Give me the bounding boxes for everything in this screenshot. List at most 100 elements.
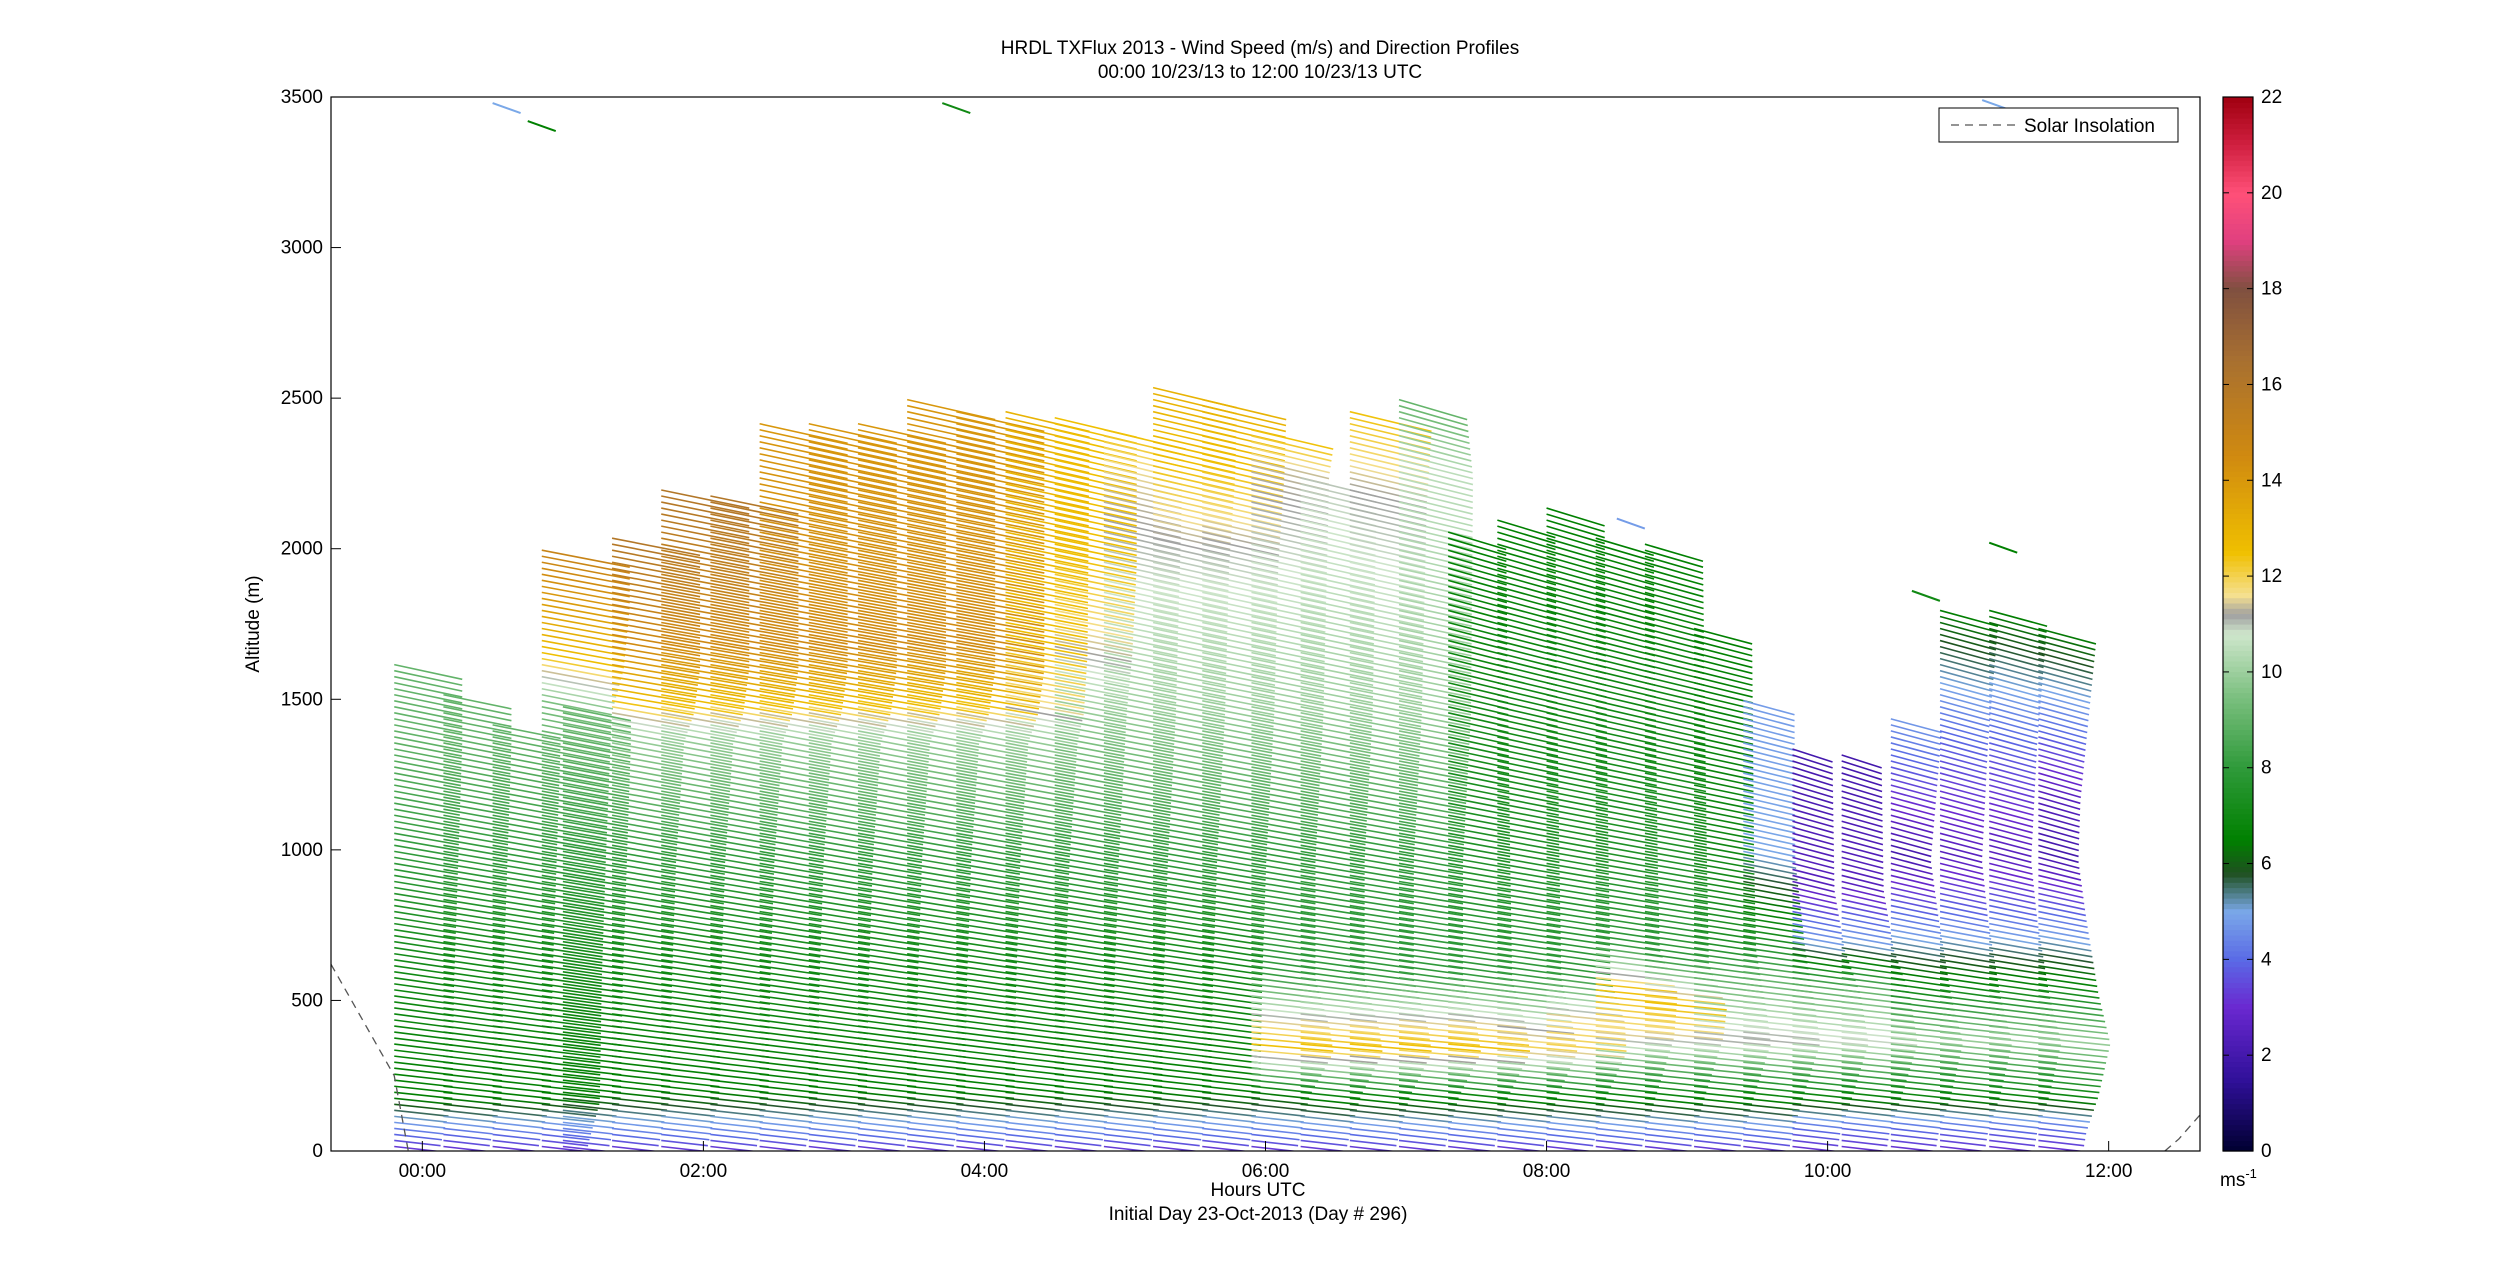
wind-barb: [1693, 700, 1753, 716]
wind-barb: [1300, 1043, 1383, 1053]
wind-barb: [1988, 724, 2038, 740]
wind-barb: [661, 820, 728, 834]
wind-barb: [1497, 1115, 1551, 1123]
wind-barb: [759, 428, 848, 450]
wind-barb: [443, 952, 505, 964]
wind-barb: [1398, 681, 1472, 698]
wind-barb: [1152, 525, 1231, 545]
wind-barb: [1103, 802, 1171, 816]
colorbar-segment: [2223, 834, 2253, 841]
wind-barb: [1054, 952, 1116, 964]
wind-barb: [956, 1139, 1004, 1147]
wind-barb: [1251, 441, 1332, 462]
wind-barb: [394, 971, 455, 982]
wind-barb: [1497, 1043, 1578, 1053]
wind-barb: [1251, 886, 1316, 899]
wind-barb: [1251, 796, 1319, 810]
colorbar-segment: [2223, 966, 2253, 973]
wind-barb: [394, 898, 457, 911]
wind-barb: [541, 748, 610, 763]
wind-barb: [759, 1031, 819, 1041]
wind-barb: [1202, 1061, 1261, 1070]
wind-barb: [1005, 742, 1077, 757]
wind-barb: [1595, 977, 1675, 988]
wind-barb: [1349, 549, 1426, 568]
wind-barb: [541, 766, 610, 781]
wind-barb: [759, 447, 848, 468]
colorbar-segment: [2223, 629, 2253, 636]
wind-barb: [710, 681, 795, 698]
wind-barb: [1743, 736, 1795, 751]
wind-barb: [661, 639, 750, 657]
wind-barb: [1005, 874, 1069, 887]
wind-barb: [562, 784, 630, 799]
colorbar-tick-label: 22: [2261, 87, 2282, 108]
wind-barb: [1398, 706, 1471, 722]
wind-barb: [1841, 904, 1889, 917]
wind-barb: [492, 784, 559, 799]
wind-barb: [1152, 910, 1216, 923]
wind-barb: [710, 844, 775, 858]
wind-barb: [907, 844, 972, 858]
colorbar-segment: [2223, 286, 2253, 293]
wind-barb: [906, 501, 996, 521]
wind-barb: [1939, 856, 1983, 870]
colorbar-segment: [2223, 1066, 2253, 1073]
wind-barb: [2038, 892, 2085, 905]
wind-barb: [562, 772, 630, 787]
wind-barb: [857, 435, 947, 456]
wind-barb: [759, 657, 848, 675]
wind-barb: [1152, 934, 1215, 946]
wind-barb: [1398, 934, 1464, 946]
wind-barb: [956, 525, 1045, 545]
wind-barb: [394, 706, 463, 722]
wind-barb: [611, 1133, 661, 1141]
wind-barb: [906, 441, 996, 462]
wind-barb: [808, 501, 897, 521]
wind-barb: [1497, 820, 1560, 834]
wind-barb: [1644, 585, 1704, 604]
wind-barb: [1448, 1073, 1517, 1082]
wind-barb: [1103, 736, 1175, 751]
wind-barb: [1054, 868, 1119, 881]
wind-barb: [492, 965, 553, 976]
wind-barb: [492, 730, 561, 746]
wind-barb: [710, 639, 799, 657]
wind-barb: [1989, 952, 2045, 964]
colorbar-segment: [2223, 471, 2253, 478]
wind-barb: [1890, 1097, 1949, 1106]
wind-barb: [394, 772, 461, 787]
wind-barb: [1447, 615, 1508, 633]
wind-barb: [906, 428, 996, 450]
wind-barb: [1693, 826, 1755, 840]
wind-barb: [907, 537, 996, 557]
wind-barb: [1693, 808, 1754, 822]
wind-barb: [1103, 700, 1176, 716]
wind-barb: [1103, 531, 1181, 551]
wind-barb: [1743, 1073, 1809, 1082]
wind-barb: [1152, 790, 1221, 805]
wind-barb: [1546, 1109, 1602, 1117]
wind-barb: [1152, 898, 1216, 911]
wind-barb: [1890, 880, 1936, 893]
wind-barb: [1054, 603, 1135, 622]
wind-barb: [492, 790, 559, 805]
wind-barb: [1251, 760, 1321, 775]
wind-barb: [1300, 603, 1375, 622]
wind-barbs-layer: [394, 99, 2111, 1151]
wind-barb: [710, 573, 799, 592]
wind-barb: [1300, 724, 1372, 740]
wind-barb: [1251, 663, 1325, 681]
wind-barb: [1152, 868, 1217, 881]
wind-barb: [541, 712, 612, 728]
wind-barb: [1054, 477, 1137, 498]
wind-barb: [1005, 712, 1082, 728]
colorbar-segment: [2223, 597, 2253, 604]
wind-barb: [956, 712, 1034, 728]
wind-barb: [541, 645, 625, 663]
wind-barb: [2038, 657, 2094, 675]
wind-barb: [1152, 724, 1224, 740]
wind-barb: [1841, 772, 1883, 787]
wind-barb: [1398, 826, 1465, 840]
wind-barb: [611, 760, 683, 775]
